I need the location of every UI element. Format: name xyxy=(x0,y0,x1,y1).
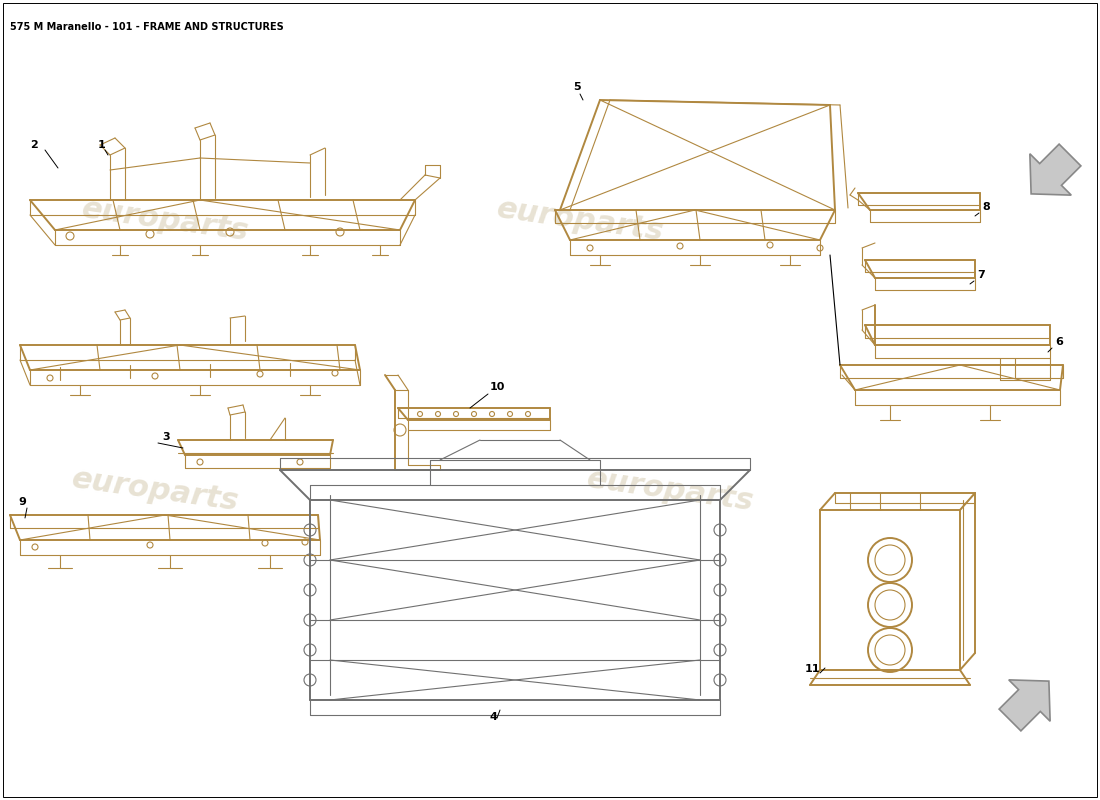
Text: 8: 8 xyxy=(982,202,990,212)
Text: 1: 1 xyxy=(98,140,106,150)
Text: 2: 2 xyxy=(30,140,37,150)
Text: europarts: europarts xyxy=(495,194,666,246)
Polygon shape xyxy=(1030,144,1081,195)
Text: 3: 3 xyxy=(162,432,169,442)
Text: 5: 5 xyxy=(573,82,581,92)
Text: europarts: europarts xyxy=(69,464,241,516)
Text: 11: 11 xyxy=(805,664,821,674)
Text: 4: 4 xyxy=(490,712,498,722)
Polygon shape xyxy=(999,680,1050,731)
Text: 575 M Maranello - 101 - FRAME AND STRUCTURES: 575 M Maranello - 101 - FRAME AND STRUCT… xyxy=(10,22,284,32)
Text: 10: 10 xyxy=(490,382,505,392)
Text: 9: 9 xyxy=(18,497,26,507)
Text: 7: 7 xyxy=(977,270,985,280)
Text: europarts: europarts xyxy=(79,194,251,246)
Text: 6: 6 xyxy=(1055,337,1063,347)
Text: europarts: europarts xyxy=(584,464,756,516)
